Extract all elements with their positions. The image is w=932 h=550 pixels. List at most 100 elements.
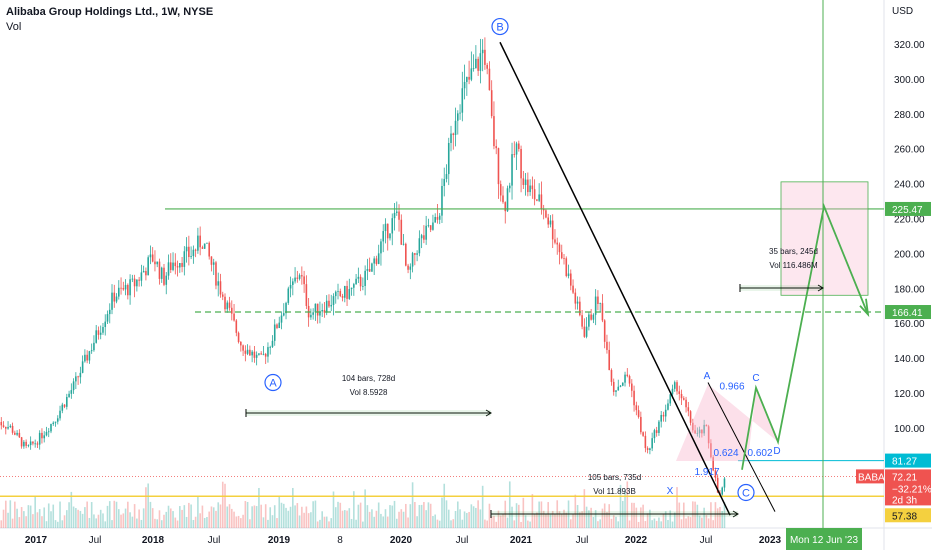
volume-bar [337,501,339,528]
volume-bar [287,510,290,528]
candle-body [524,179,527,185]
candle-body [271,340,274,347]
volume-bar [694,501,696,528]
candle-body [635,405,638,411]
volume-bar [334,507,337,528]
volume-bar [319,519,321,528]
volume-bar [554,514,556,528]
candle-body [626,374,629,377]
volume-bar [653,518,656,528]
volume-bar [183,505,186,528]
volume-bar [172,511,174,528]
candle-body [633,390,635,406]
volume-bar [651,520,653,528]
volume-bar [97,514,100,528]
countdown-label: 2d 3h [892,495,917,506]
volume-bar [174,517,177,528]
volume-bar [246,501,249,528]
candle-body [106,314,109,322]
candle-body [445,174,448,179]
candle-body [86,354,88,361]
candle-body [188,246,190,258]
candle-body [260,353,262,355]
volume-bar [603,503,606,528]
candle-body [20,437,23,447]
candle-body [221,294,224,297]
candle-body [115,296,118,302]
volume-bar [513,520,516,528]
candle-body [477,58,479,71]
volume-bar [14,501,16,528]
volume-bar [32,514,34,528]
volume-bar [147,483,149,528]
volume-bar [328,521,330,528]
candle-body [246,349,249,354]
candle-body [151,254,154,262]
volume-bar [357,504,360,528]
candle-body [328,300,330,307]
volume-bar [499,515,502,528]
candle-body [538,194,540,201]
volume-bar [68,502,70,528]
volume-bar [391,505,394,528]
volume-bar [664,511,667,528]
volume-bar [20,507,23,528]
volume-bar [240,518,242,528]
volume-bar [303,512,305,528]
candle-body [680,393,683,399]
symbol-title[interactable]: Alibaba Group Holdings Ltd., 1W, NYSE [6,6,214,18]
candle-body [287,288,290,303]
candle-body [84,354,86,362]
candle-body [698,429,701,434]
volume-bar [436,519,439,528]
candle-body [341,296,344,298]
measure-2-text: Vol 11.893B [593,487,636,496]
candle-body [16,432,18,435]
candle-body [400,219,403,245]
candle-body [682,398,685,400]
candle-body [540,194,543,210]
candle-body [628,376,631,384]
volume-bar [117,509,120,528]
volume-bar [635,507,638,528]
volume-bar [470,504,473,528]
candle-body [386,223,389,239]
candles [0,37,726,497]
volume-bar [542,510,545,528]
level-price-label: 81.27 [892,457,917,468]
volume-bar [594,510,597,528]
volume-bar [508,481,511,528]
candle-body [429,225,432,230]
candle-body [99,332,102,335]
volume-bar [129,512,131,528]
candle-body [208,242,210,257]
volume-bar [427,502,430,528]
volume-bar [669,510,672,528]
candle-body [298,275,301,279]
volume-bar [452,519,455,528]
candle-body [420,235,423,239]
candle-body [375,258,378,264]
candle-body [23,441,25,447]
candle-body [721,487,724,495]
candle-body [332,296,335,305]
volume-bar [386,516,389,528]
candle-body [527,179,529,193]
candle-body [441,185,443,216]
volume-bar [66,510,68,528]
candle-body [488,68,491,91]
candle-body [235,320,238,333]
volume-bar [495,521,498,528]
volume-bar [271,515,274,528]
volume-bar [102,513,104,528]
candle-body [251,351,253,356]
volume-bar [106,505,109,528]
volume-bar [416,516,418,528]
yellow-price-badge [885,508,931,523]
candle-body [696,433,699,434]
volume-bar [479,509,482,528]
projection-arrowhead [859,298,870,318]
candle-body [631,383,633,391]
volume-bar [712,520,714,528]
